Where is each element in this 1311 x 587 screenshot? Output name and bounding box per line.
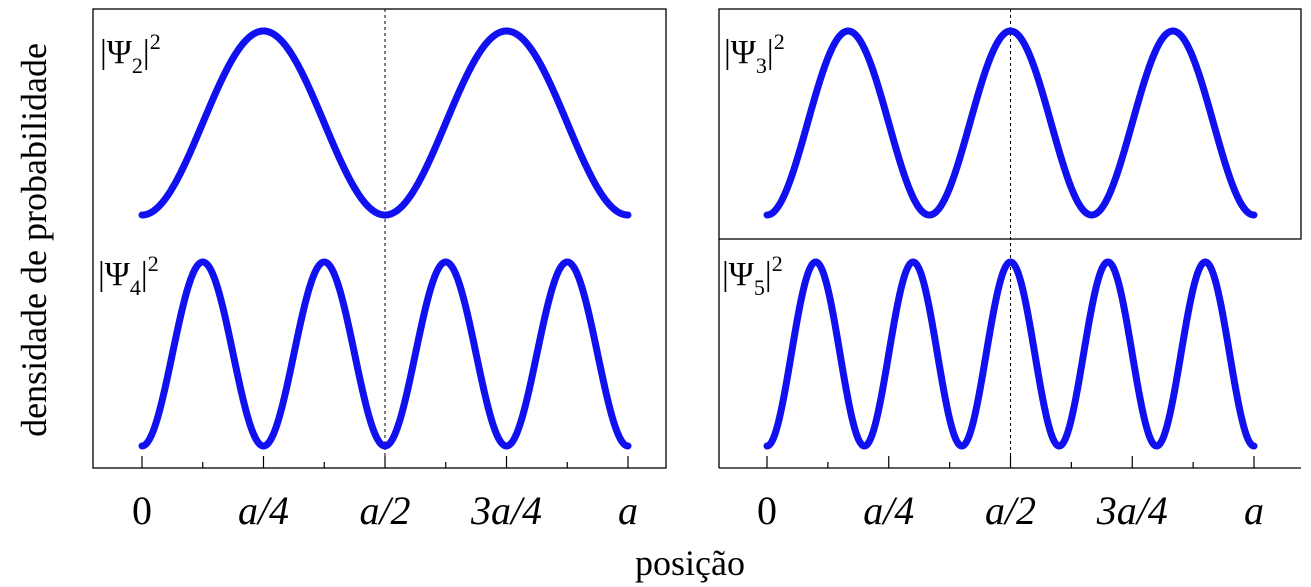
psi5-density-curve	[763, 258, 1258, 450]
y-axis-label: densidade de probabilidade	[14, 43, 54, 437]
psi5-label: |Ψ5|2	[722, 251, 783, 300]
x-tick-label-left: 0	[132, 488, 152, 533]
x-tick-label-right: a	[1244, 488, 1264, 533]
x-tick-label-left: a/2	[359, 488, 410, 533]
x-tick-label-left: a	[618, 488, 638, 533]
psi3-label: |Ψ3|2	[724, 29, 785, 78]
x-tick-label-right: a/2	[985, 488, 1036, 533]
x-tick-label-right: a/4	[863, 488, 914, 533]
x-tick-label-left: a/4	[238, 488, 289, 533]
psi4-density-curve	[138, 258, 632, 450]
x-tick-label-left: 3a/4	[470, 488, 542, 533]
x-tick-label-right: 3a/4	[1096, 488, 1168, 533]
psi2-label: |Ψ2|2	[100, 29, 161, 78]
psi3-density-curve	[763, 27, 1258, 219]
left-plot-frame	[92, 8, 667, 469]
psi4-label: |Ψ4|2	[98, 251, 159, 300]
x-axis-label: posição	[635, 543, 745, 583]
psi2-density-curve	[138, 27, 632, 219]
x-tick-label-right: 0	[757, 488, 777, 533]
